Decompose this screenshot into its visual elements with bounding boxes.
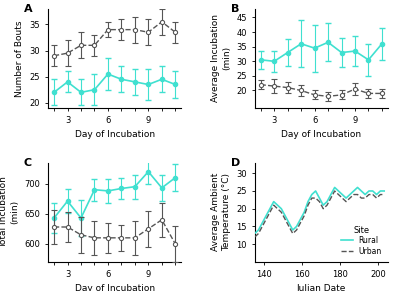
Text: B: B	[231, 4, 239, 14]
Y-axis label: Number of Bouts: Number of Bouts	[15, 20, 24, 97]
Y-axis label: Total Incubation
(min): Total Incubation (min)	[0, 176, 19, 248]
Y-axis label: Average Ambient
Temperature (°C): Average Ambient Temperature (°C)	[212, 173, 231, 251]
X-axis label: Day of Incubation: Day of Incubation	[281, 130, 361, 139]
X-axis label: Julian Date: Julian Date	[297, 284, 346, 291]
X-axis label: Day of Incubation: Day of Incubation	[75, 130, 155, 139]
Text: A: A	[24, 4, 33, 14]
Text: C: C	[24, 158, 32, 168]
Text: D: D	[231, 158, 240, 168]
X-axis label: Day of Incubation: Day of Incubation	[75, 284, 155, 291]
Legend: Rural, Urban: Rural, Urban	[339, 223, 384, 258]
Y-axis label: Average Incubation
(min): Average Incubation (min)	[212, 14, 231, 102]
